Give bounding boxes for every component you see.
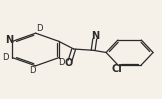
Text: D: D bbox=[29, 66, 36, 75]
Text: O: O bbox=[65, 58, 73, 68]
Text: N: N bbox=[92, 31, 100, 41]
Text: N: N bbox=[6, 35, 14, 45]
Text: D: D bbox=[58, 58, 65, 67]
Text: D: D bbox=[2, 53, 8, 62]
Text: Cl: Cl bbox=[112, 64, 122, 74]
Text: D: D bbox=[36, 24, 42, 33]
